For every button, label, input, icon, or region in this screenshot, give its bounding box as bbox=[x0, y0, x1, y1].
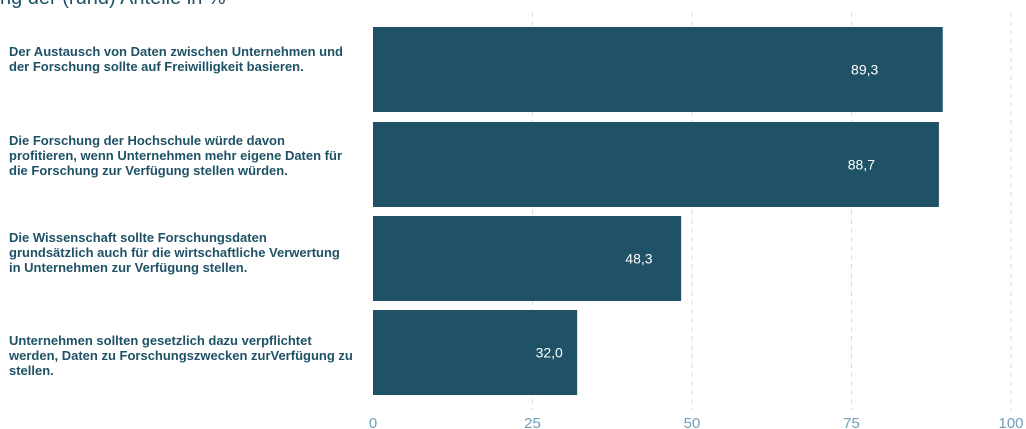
x-tick-label: 50 bbox=[684, 415, 701, 429]
x-tick-label: 75 bbox=[843, 415, 860, 429]
bar bbox=[373, 216, 682, 301]
bar-value-label: 89,3 bbox=[851, 62, 878, 78]
bar bbox=[373, 27, 943, 112]
category-label: Der Austausch von Daten zwischen Unterne… bbox=[9, 44, 343, 74]
bar-value-label: 48,3 bbox=[625, 251, 652, 267]
x-tick-label: 100 bbox=[998, 415, 1023, 429]
x-tick-label: 25 bbox=[524, 415, 541, 429]
category-label: Die Wissenschaft sollte Forschungsdaten … bbox=[9, 230, 340, 275]
chart-title: ng der (rund) Anteile in % bbox=[0, 0, 400, 13]
bar bbox=[373, 122, 939, 207]
category-label: Unternehmen sollten gesetzlich dazu verp… bbox=[9, 333, 353, 378]
x-axis-ticks: 0 25 50 75 100 bbox=[369, 415, 1024, 429]
bars: 89,3 88,7 48,3 32,0 bbox=[373, 27, 943, 395]
bar-value-label: 32,0 bbox=[536, 345, 563, 361]
bar-value-label: 88,7 bbox=[848, 157, 875, 173]
category-label: Die Forschung der Hochschule würde davon… bbox=[9, 133, 342, 178]
bar bbox=[373, 310, 578, 395]
x-tick-label: 0 bbox=[369, 415, 377, 429]
